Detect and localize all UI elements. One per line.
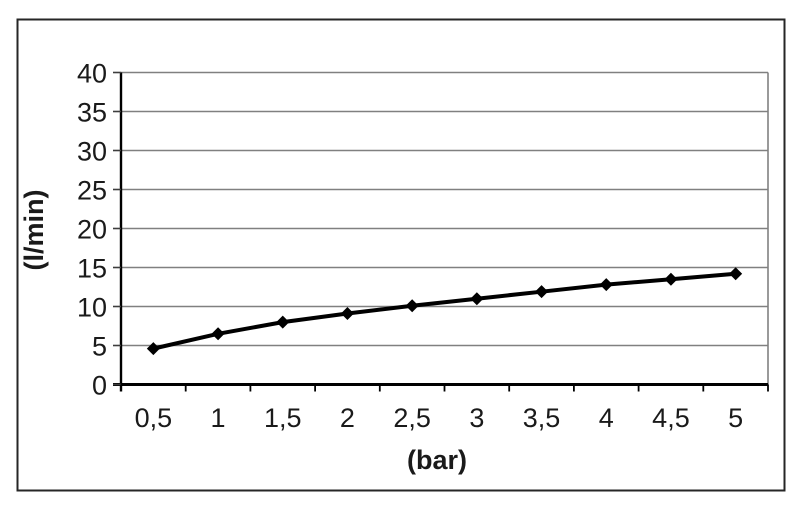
x-axis-tick-labels: 0,5 1 1,5 2 2,5 3 3,5 4 4,5 5 bbox=[135, 403, 744, 433]
x-axis-title: (bar) bbox=[407, 445, 467, 475]
data-point-markers bbox=[146, 267, 743, 356]
x-tick-label-4,5: 4,5 bbox=[652, 403, 690, 433]
data-series-line bbox=[152, 271, 736, 351]
data-point-2 bbox=[340, 307, 354, 321]
data-point-4 bbox=[599, 278, 613, 292]
chart-frame-border bbox=[16, 18, 786, 492]
series-flow-rate-line bbox=[152, 271, 736, 351]
y-tick-label-0: 0 bbox=[92, 371, 107, 401]
data-point-1,5 bbox=[276, 315, 290, 329]
x-tick-label-4: 4 bbox=[599, 403, 614, 433]
y-tick-label-40: 40 bbox=[77, 59, 107, 89]
x-tick-label-1,5: 1,5 bbox=[264, 403, 302, 433]
data-point-3,5 bbox=[535, 285, 549, 299]
y-axis-title: (l/min) bbox=[19, 190, 49, 271]
data-point-3 bbox=[470, 292, 484, 306]
y-tick-label-25: 25 bbox=[77, 176, 107, 206]
data-point-2,5 bbox=[405, 299, 419, 313]
y-tick-label-15: 15 bbox=[77, 254, 107, 284]
y-tick-label-30: 30 bbox=[77, 137, 107, 167]
data-point-1 bbox=[211, 327, 225, 341]
x-tick-label-3: 3 bbox=[469, 403, 484, 433]
x-tick-label-0,5: 0,5 bbox=[135, 403, 173, 433]
x-tick-label-5: 5 bbox=[728, 403, 743, 433]
x-tick-label-2: 2 bbox=[340, 403, 355, 433]
y-tick-label-35: 35 bbox=[77, 98, 107, 128]
data-point-5 bbox=[729, 267, 743, 281]
x-tick-label-2,5: 2,5 bbox=[393, 403, 431, 433]
y-tick-label-10: 10 bbox=[77, 293, 107, 323]
axes bbox=[113, 72, 768, 392]
y-tick-label-20: 20 bbox=[77, 215, 107, 245]
data-point-0,5 bbox=[146, 342, 160, 356]
gridlines bbox=[121, 71, 769, 385]
x-tick-label-1: 1 bbox=[211, 403, 226, 433]
x-tick-label-3,5: 3,5 bbox=[523, 403, 561, 433]
y-tick-label-5: 5 bbox=[92, 332, 107, 362]
y-axis-tick-labels: 0 5 10 15 20 25 30 35 40 bbox=[77, 59, 107, 401]
data-point-4,5 bbox=[664, 272, 678, 286]
tick-marks bbox=[113, 71, 769, 392]
